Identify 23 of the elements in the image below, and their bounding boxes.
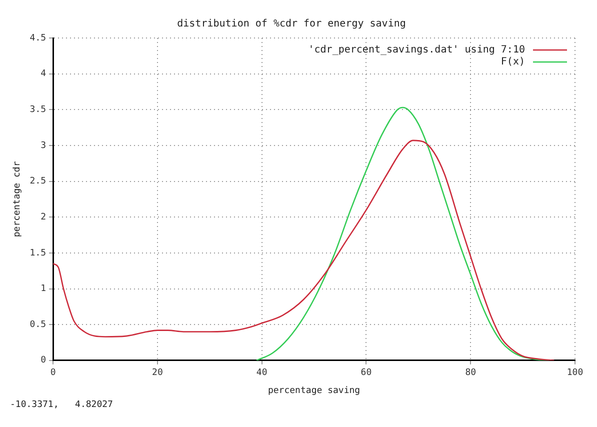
y-tick-label: 1.5 [30,248,46,258]
y-tick-label: 2 [40,212,46,222]
x-tick-label: 100 [566,368,584,378]
y-tick-label: 3 [40,140,46,151]
legend-label: F(x) [500,56,525,68]
legend-label: 'cdr_percent_savings.dat' using 7:10 [308,44,525,56]
x-tick-label: 40 [256,368,268,378]
x-axis-title: percentage saving [268,386,360,396]
y-tick-label: 0.5 [30,320,46,330]
y-tick-label: 4.5 [30,33,46,44]
line-series [53,140,555,360]
x-tick-label: 60 [360,368,372,378]
chart-title: distribution of %cdr for energy saving [177,18,406,30]
y-tick-label: 4 [40,69,46,80]
x-tick-label: 20 [152,368,163,378]
x-tick-label: 0 [50,368,56,378]
text: -10.3371, 4.82027 [10,400,114,410]
y-tick-label: 3.5 [30,104,46,115]
y-tick-label: 2.5 [30,176,46,187]
y-axis-title: percentage cdr [12,160,23,238]
y-tick-label: 1 [40,284,46,294]
y-tick-label: 0 [40,356,46,366]
x-tick-label: 80 [465,368,476,378]
